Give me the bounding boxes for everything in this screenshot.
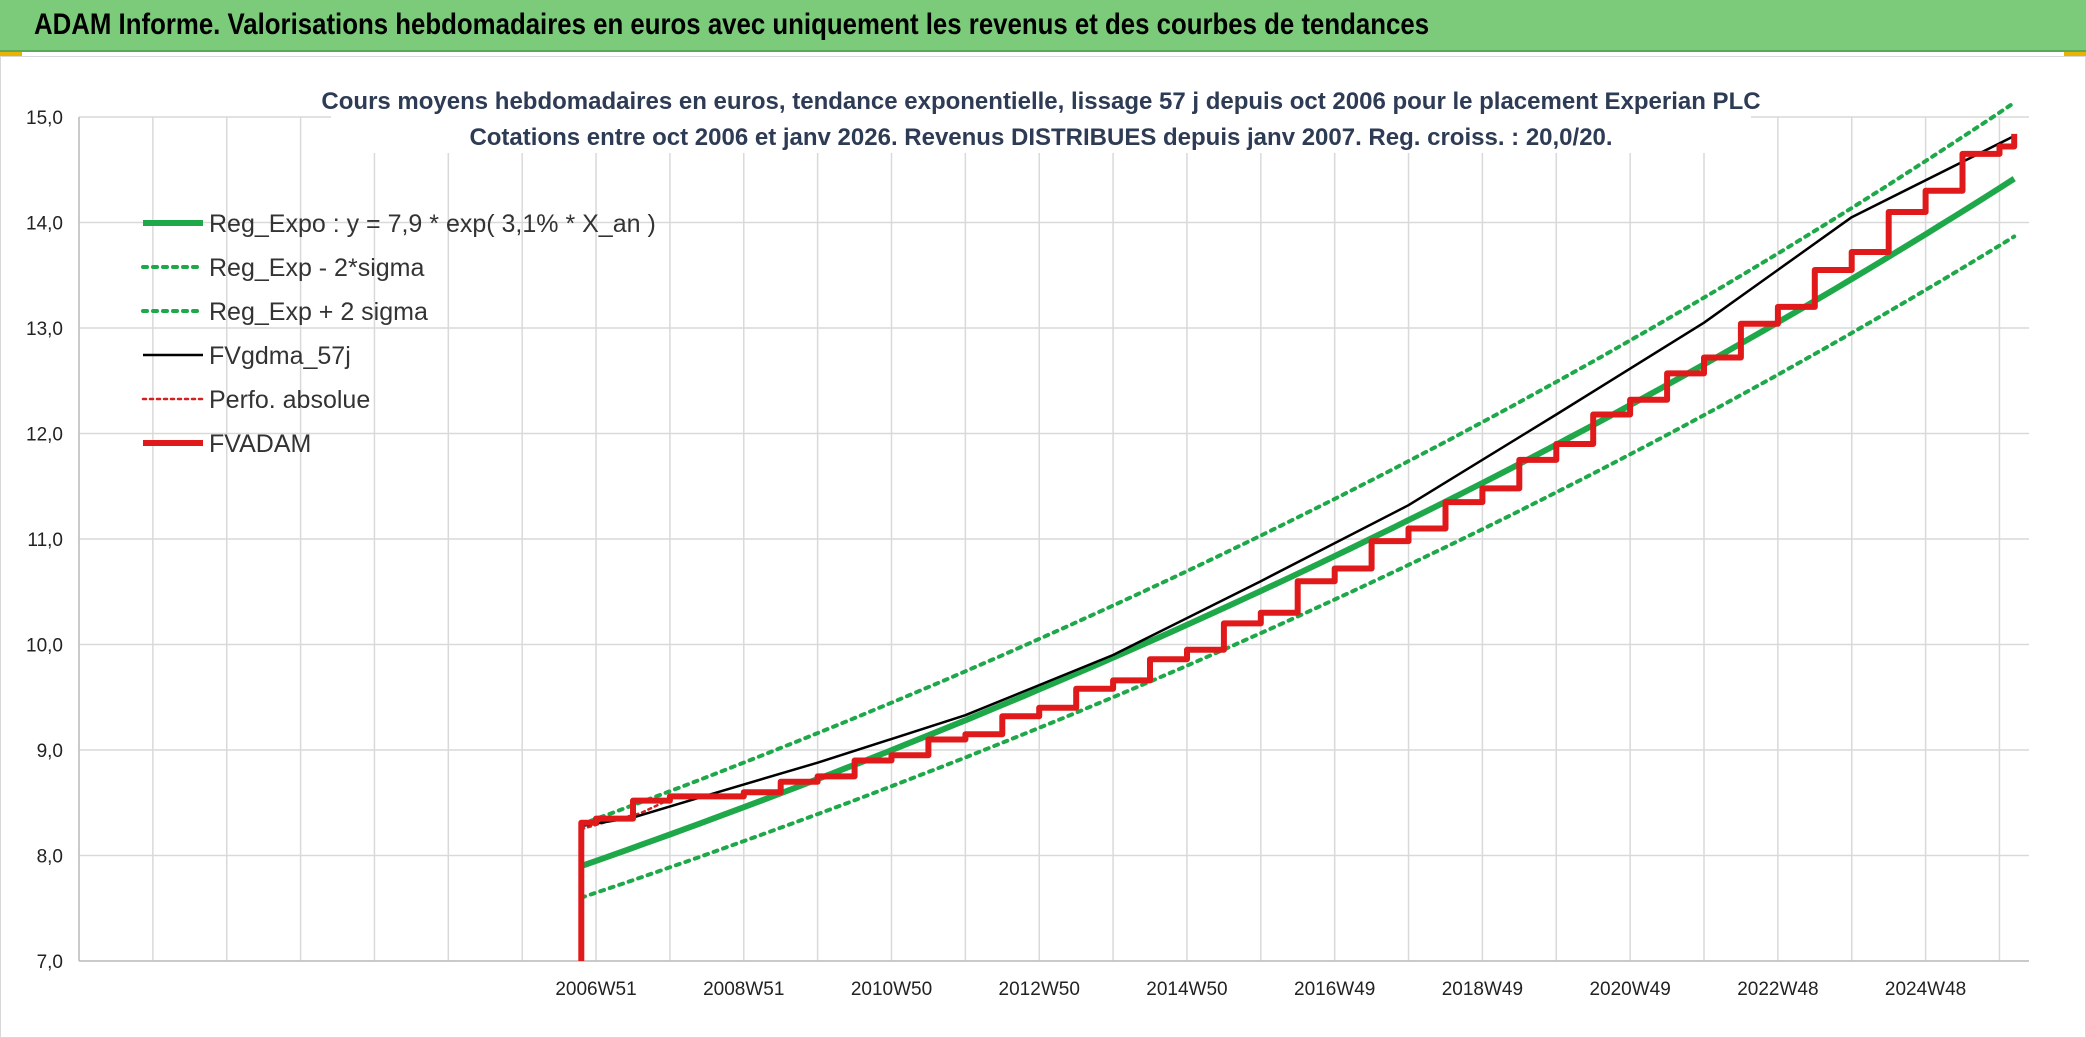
series-line-5 — [578, 133, 2018, 961]
y-tick-label: 11,0 — [27, 530, 63, 551]
y-tick-label: 7,0 — [37, 952, 63, 973]
x-tick-label: 2024W48 — [1885, 979, 1966, 1000]
x-tick-label: 2020W49 — [1589, 979, 1670, 1000]
y-tick-label: 9,0 — [37, 741, 63, 762]
chart-title-line: Cours moyens hebdomadaires en euros, ten… — [321, 88, 1760, 115]
legend-entry: Reg_Exp - 2*sigma — [209, 254, 424, 282]
line-chart: 7,0 8,0 9,0 10,0 11,0 12,0 13,0 14,0 15,0 2006W51… — [26, 81, 2029, 1000]
report-title: ADAM Informe. Valorisations hebdomadaire… — [34, 8, 1430, 41]
series-line-2 — [579, 100, 2017, 827]
corner-mark-right — [2064, 52, 2086, 59]
x-tick-label: 2006W51 — [555, 979, 636, 1000]
title-backing — [331, 81, 1751, 117]
x-tick-label: 2008W51 — [703, 979, 784, 1000]
legend-entry: Reg_Expo : y = 7,9 * exp( 3,1% * X_an ) — [209, 210, 656, 238]
y-tick-label: 10,0 — [26, 636, 63, 657]
y-tick-label: 8,0 — [37, 847, 63, 868]
series-line-1 — [579, 234, 2017, 900]
y-tick-label: 15,0 — [26, 108, 63, 129]
y-tick-label: 12,0 — [26, 425, 63, 446]
corner-mark-left — [0, 52, 22, 59]
x-tick-label: 2016W49 — [1294, 979, 1375, 1000]
legend-entry: FVADAM — [209, 430, 311, 458]
title-backing — [331, 117, 1751, 153]
x-tick-label: 2022W48 — [1737, 979, 1818, 1000]
legend-entry: Reg_Exp + 2 sigma — [209, 298, 428, 326]
y-tick-label: 13,0 — [26, 319, 63, 340]
x-tick-label: 2010W50 — [851, 979, 932, 1000]
x-tick-label: 2012W50 — [999, 979, 1080, 1000]
legend-entry: Perfo. absolue — [209, 386, 370, 414]
legend-entry: FVgdma_57j — [209, 342, 351, 370]
series-line-0 — [580, 176, 2016, 869]
x-tick-label: 2018W49 — [1442, 979, 1523, 1000]
report-banner: ADAM Informe. Valorisations hebdomadaire… — [0, 0, 2086, 52]
x-tick-label: 2014W50 — [1146, 979, 1227, 1000]
chart-title-line: Cotations entre oct 2006 et janv 2026. R… — [469, 124, 1612, 151]
y-tick-label: 14,0 — [26, 214, 63, 235]
chart-area: 7,0 8,0 9,0 10,0 11,0 12,0 13,0 14,0 15,0 2006W51… — [0, 56, 2086, 1038]
